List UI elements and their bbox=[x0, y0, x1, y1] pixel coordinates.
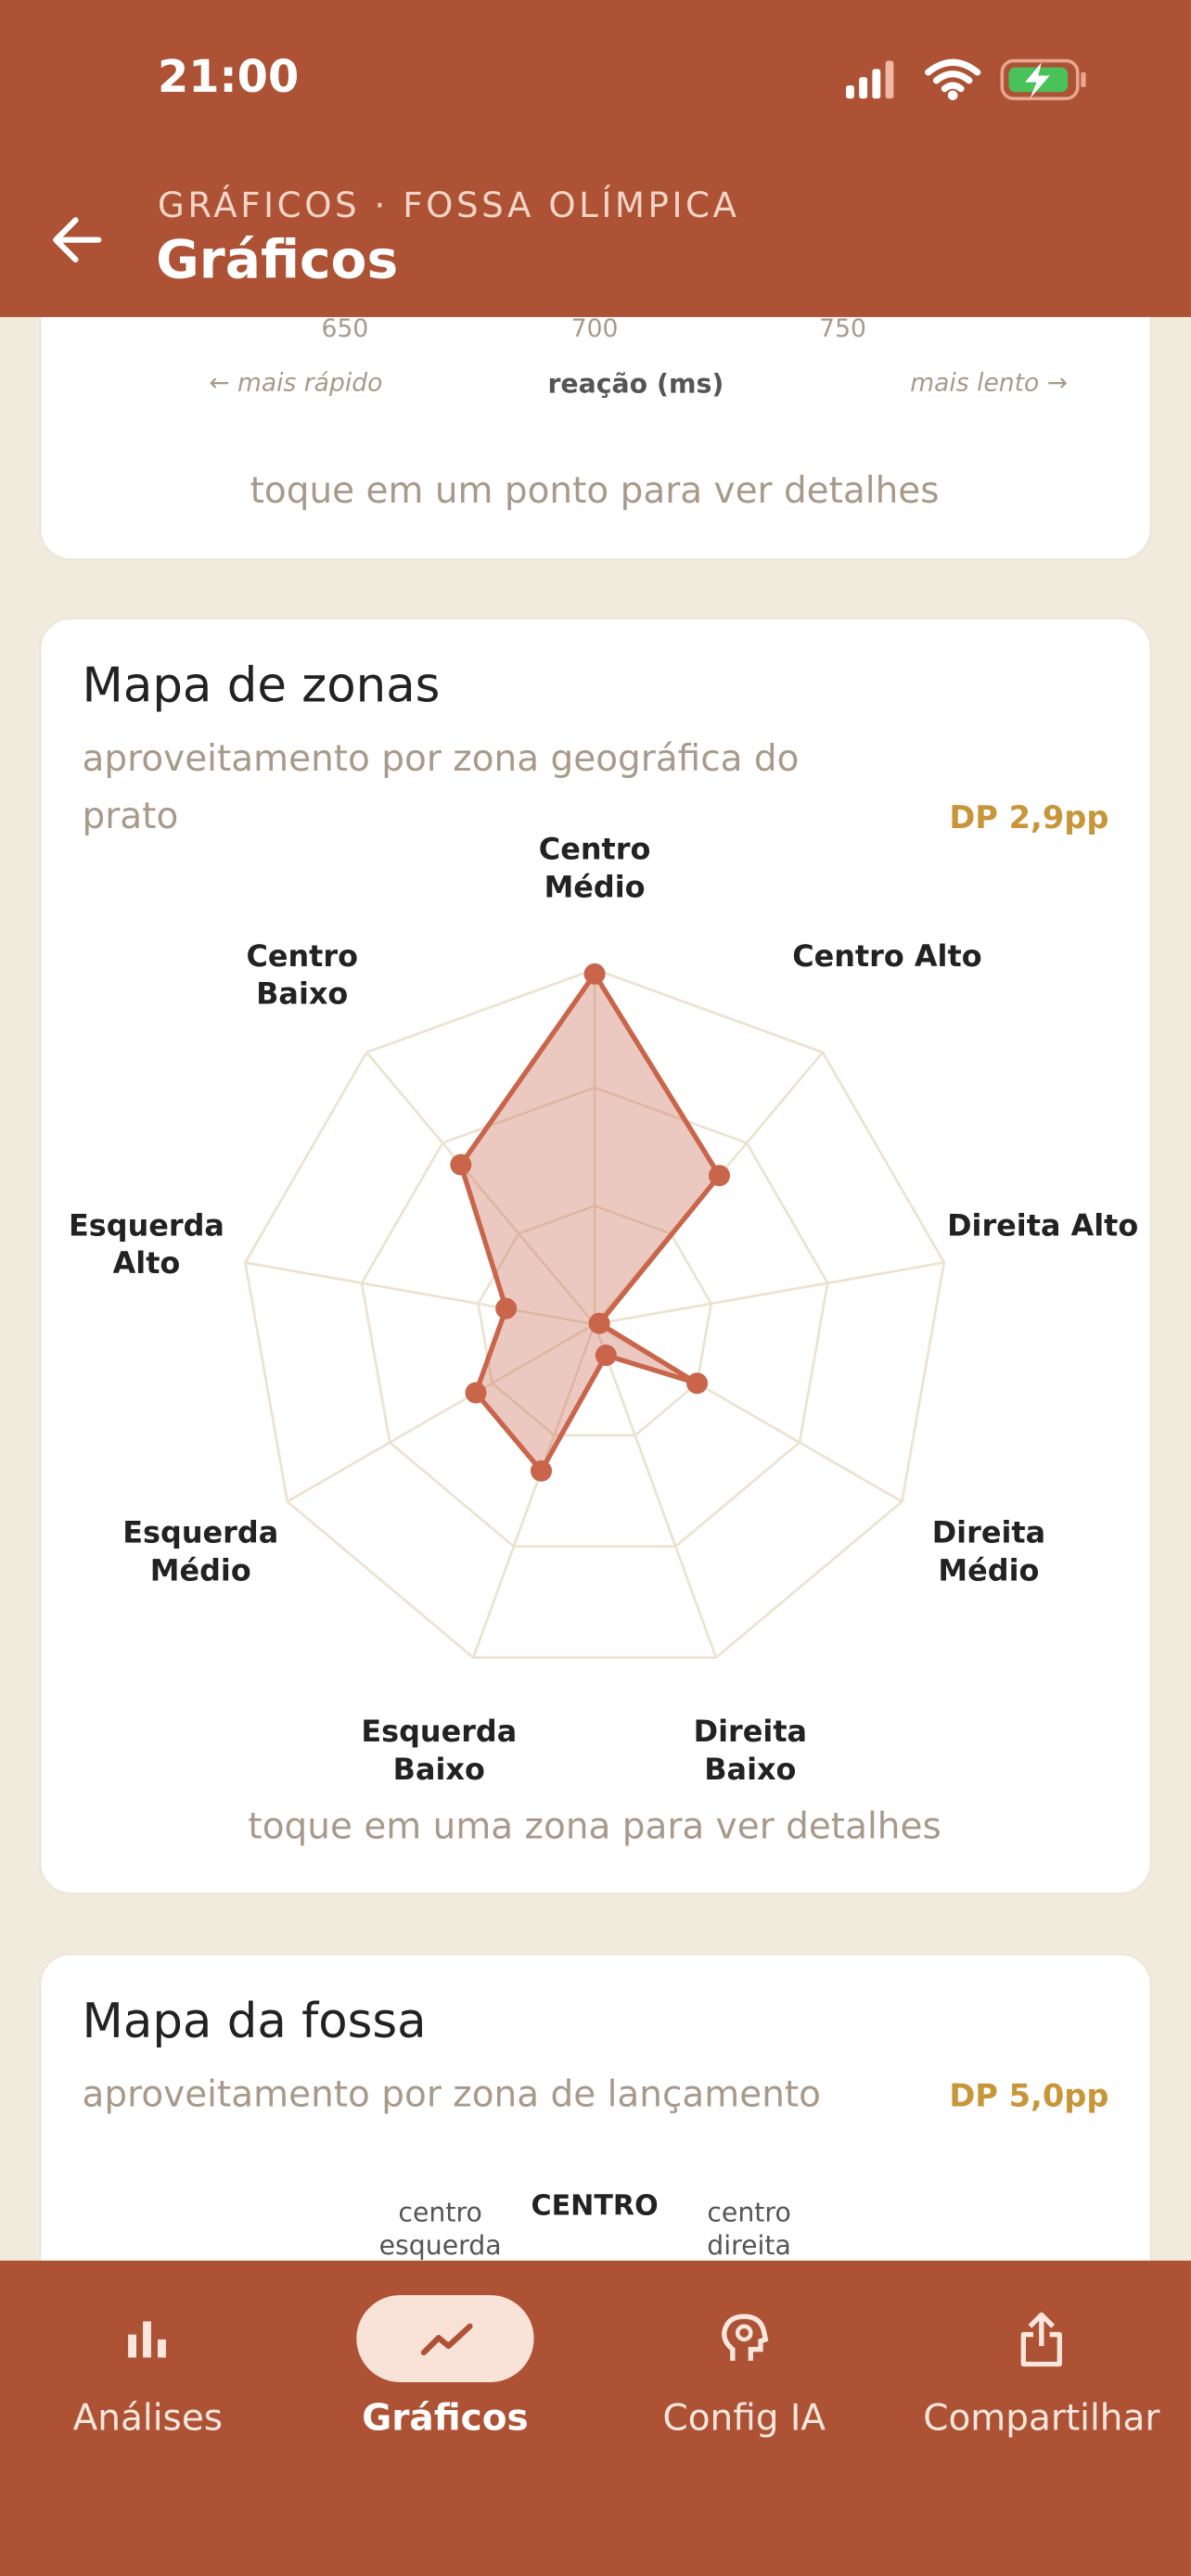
card-title: Mapa da fossa bbox=[82, 1993, 427, 2049]
axis-label: Direita Baixo bbox=[693, 1715, 808, 1789]
pit-label: CENTRO bbox=[531, 2189, 659, 2224]
hint: toque em uma zona para ver detalhes bbox=[248, 1806, 941, 1849]
card-subtitle: aproveitamento por zona de lançamento bbox=[82, 2074, 822, 2116]
nav-label[interactable]: Análises bbox=[72, 2398, 224, 2440]
nav-icon[interactable] bbox=[125, 2318, 172, 2361]
hint: mais lento → bbox=[910, 367, 1069, 398]
grid-ring bbox=[360, 1086, 829, 1549]
grid-ring bbox=[477, 1205, 713, 1437]
nav-icon[interactable] bbox=[1018, 2310, 1065, 2369]
header-subtitle: GRÁFICOS · FOSSA OLÍMPICA bbox=[158, 185, 740, 225]
nav-bar: Análises Gráficos Config IA Compartilhar bbox=[0, 2260, 1191, 2576]
nav-icon[interactable] bbox=[720, 2314, 769, 2366]
badge: DP 2,9pp bbox=[949, 799, 1109, 836]
nav-icon[interactable] bbox=[420, 2320, 473, 2360]
axis-label: Esquerda Alto bbox=[68, 1208, 224, 1282]
nav-label[interactable]: Compartilhar bbox=[923, 2398, 1160, 2440]
spoke bbox=[365, 1051, 596, 1325]
axis-label: reação (ms) bbox=[547, 367, 724, 400]
card-title: Mapa de zonas bbox=[82, 657, 441, 713]
back-button[interactable] bbox=[49, 213, 105, 266]
radar-point bbox=[588, 1312, 610, 1334]
axis-label: Centro Alto bbox=[792, 939, 982, 975]
radar-point bbox=[583, 963, 606, 985]
spoke bbox=[472, 1323, 596, 1659]
spoke bbox=[594, 1261, 945, 1326]
axis-label: Centro Médio bbox=[538, 833, 651, 906]
radar-point bbox=[531, 1460, 553, 1482]
axis-label: Esquerda Médio bbox=[122, 1515, 279, 1588]
grid-ring bbox=[243, 967, 946, 1659]
axis-label: Centro Baixo bbox=[246, 939, 359, 1013]
nav-label[interactable]: Config IA bbox=[662, 2398, 826, 2440]
pit-label: centro esquerda bbox=[378, 2196, 502, 2261]
spoke bbox=[287, 1322, 596, 1503]
radar-point bbox=[465, 1382, 487, 1404]
spoke bbox=[245, 1261, 596, 1326]
axis-label: Esquerda Baixo bbox=[361, 1715, 518, 1789]
status-icons bbox=[846, 58, 1086, 101]
spoke bbox=[593, 1323, 718, 1659]
card-subtitle: aproveitamento por zona geográfica do pr… bbox=[82, 739, 800, 838]
radar-area bbox=[458, 971, 723, 1473]
nav-label[interactable]: Gráficos bbox=[362, 2398, 529, 2440]
tick-label: 750 bbox=[819, 313, 866, 344]
header-title: Gráficos bbox=[156, 228, 399, 291]
tick-label: 700 bbox=[570, 313, 619, 344]
pit-label: centro direita bbox=[707, 2196, 791, 2261]
header: 21:00 GRÁFICOS · FOSSA OLÍMPICA Gráficos bbox=[0, 0, 1191, 317]
active-pill bbox=[356, 2295, 534, 2382]
axis-label: Direita Médio bbox=[931, 1515, 1046, 1588]
clock: 21:00 bbox=[158, 52, 300, 104]
badge: DP 5,0pp bbox=[949, 2078, 1109, 2115]
radar-point bbox=[709, 1165, 731, 1187]
hint: toque em um ponto para ver detalhes bbox=[250, 471, 940, 513]
radar-point bbox=[450, 1154, 472, 1176]
axis-label: Direita Alto bbox=[947, 1208, 1139, 1243]
tick-label: 650 bbox=[321, 313, 369, 344]
radar-point bbox=[595, 1345, 617, 1367]
hint: ← mais rápido bbox=[209, 367, 383, 398]
radar-point bbox=[495, 1297, 518, 1320]
radar-point bbox=[686, 1372, 709, 1395]
